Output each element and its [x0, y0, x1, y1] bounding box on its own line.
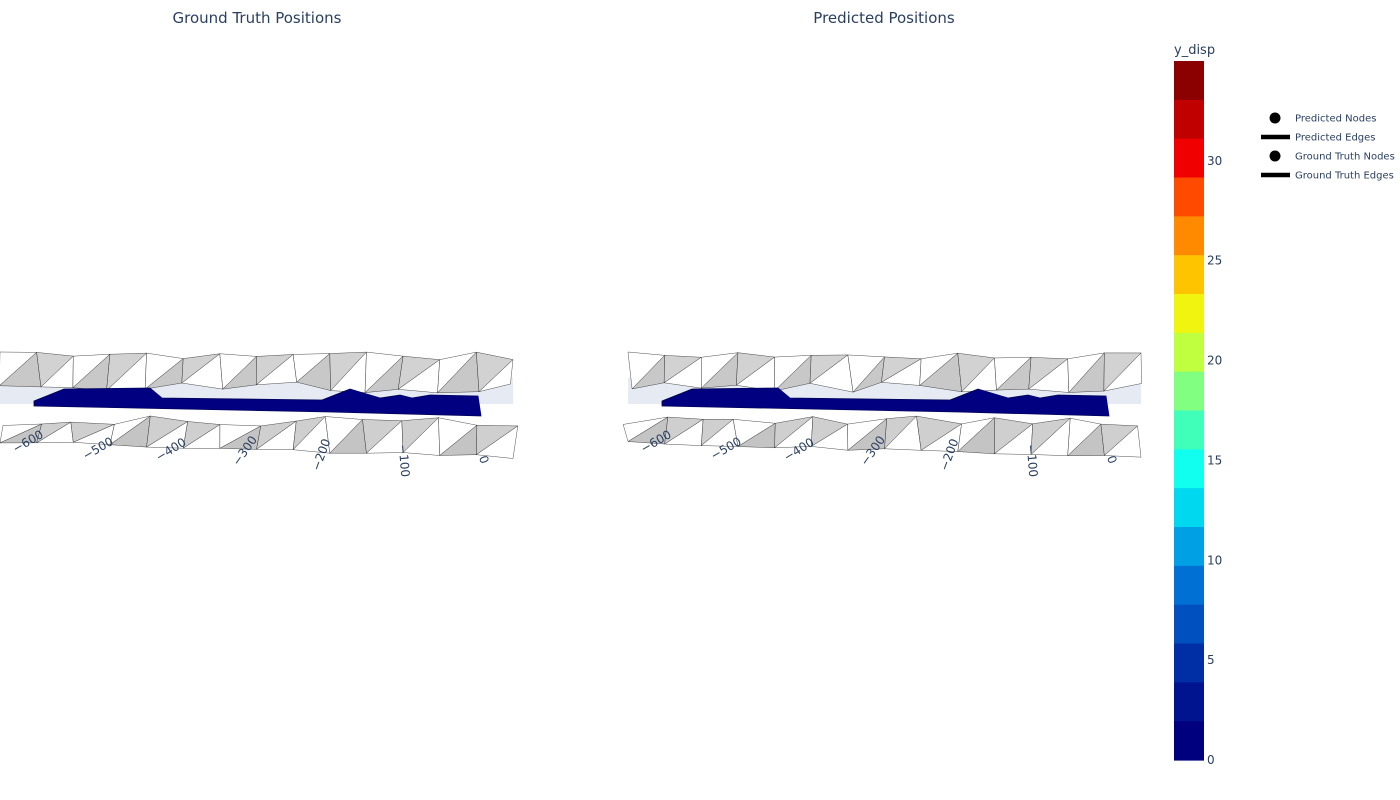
- colorbar-tick-label: 5: [1207, 653, 1215, 667]
- legend-item[interactable]: Ground Truth Nodes: [1269, 150, 1395, 163]
- colorbar-segment: [1174, 682, 1204, 722]
- displacement-mesh: [33, 387, 482, 417]
- colorbar-segment: [1174, 643, 1204, 683]
- colorbar-title: y_disp: [1174, 43, 1215, 58]
- mesh-face: [475, 425, 519, 459]
- colorbar-tick-label: 0: [1207, 753, 1215, 767]
- legend-item[interactable]: Predicted Edges: [1261, 133, 1376, 144]
- legend-label: Predicted Edges: [1295, 133, 1376, 144]
- colorbar-segment: [1174, 177, 1204, 217]
- legend-item[interactable]: Ground Truth Edges: [1261, 171, 1394, 182]
- colorbar-segment: [1174, 371, 1204, 412]
- colorbar-segment: [1174, 410, 1204, 450]
- colorbar-tick-label: 15: [1207, 453, 1222, 467]
- colorbar-segment: [1174, 604, 1204, 645]
- colorbar-tick-label: 20: [1207, 354, 1222, 368]
- colorbar-tick-label: 30: [1207, 154, 1222, 168]
- legend-label: Predicted Nodes: [1295, 114, 1376, 125]
- colorbar-segment: [1174, 527, 1204, 567]
- colorbar-segment: [1174, 332, 1204, 373]
- colorbar-segment: [1174, 721, 1204, 761]
- subplot-title-ground-truth: Ground Truth Positions: [172, 9, 342, 27]
- colorbar-segment: [1174, 488, 1204, 528]
- legend-marker: [1269, 112, 1281, 124]
- mesh-face: [478, 359, 514, 393]
- mesh-face: [1103, 352, 1142, 392]
- colorbar-segment: [1174, 216, 1204, 256]
- scene-ground-truth[interactable]: −600 −500 −400 −300 −200 −100 0: [0, 351, 519, 478]
- colorbar: y_disp 0 5 10 15 20 25 30: [1174, 43, 1222, 767]
- colorbar-segment: [1174, 138, 1204, 179]
- colorbar-segment: [1174, 449, 1204, 489]
- colorbar-segment: [1174, 255, 1204, 295]
- colorbar-segment: [1174, 99, 1204, 140]
- x-tick-label: 0: [476, 454, 492, 466]
- legend-item[interactable]: Predicted Nodes: [1269, 112, 1377, 125]
- subplot-title-predicted: Predicted Positions: [813, 9, 955, 27]
- colorbar-tick-label: 10: [1207, 553, 1222, 567]
- colorbar-segment: [1174, 294, 1204, 334]
- legend[interactable]: Predicted Nodes Predicted Edges Ground Tru…: [1261, 112, 1395, 182]
- x-tick-label: −100: [1024, 444, 1041, 478]
- x-tick-label: −100: [396, 444, 413, 478]
- colorbar-segment: [1174, 61, 1204, 101]
- legend-label: Ground Truth Edges: [1295, 171, 1394, 182]
- colorbar-tick-label: 25: [1207, 254, 1222, 268]
- colorbar-segment: [1174, 565, 1204, 606]
- scene-predicted[interactable]: −600 −500 −400 −300 −200 −100 0: [622, 351, 1142, 478]
- displacement-mesh: [661, 387, 1110, 417]
- legend-marker: [1269, 150, 1281, 162]
- x-tick-label: 0: [1104, 454, 1120, 466]
- legend-label: Ground Truth Nodes: [1295, 152, 1395, 163]
- mesh-face: [1103, 425, 1142, 458]
